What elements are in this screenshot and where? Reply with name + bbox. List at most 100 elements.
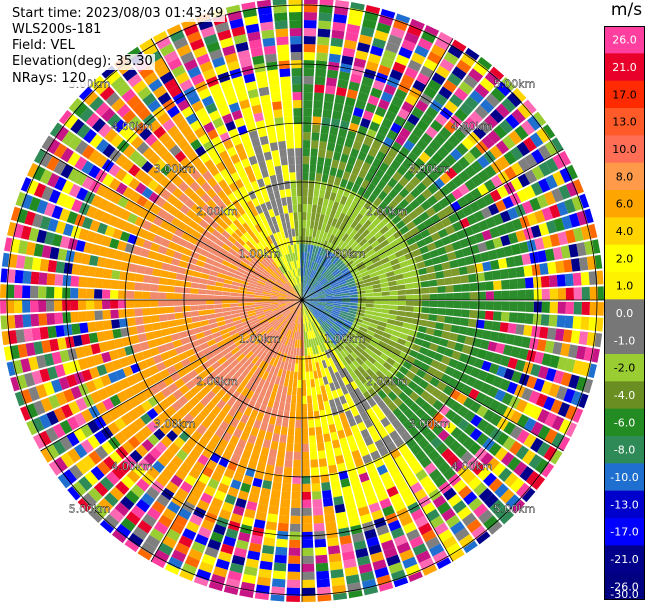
velocity-gate [221, 243, 231, 252]
velocity-gate [285, 262, 291, 271]
velocity-gate [505, 256, 516, 268]
velocity-gate [402, 322, 412, 329]
velocity-gate [232, 256, 242, 264]
velocity-gate [405, 300, 414, 306]
velocity-gate [227, 192, 237, 203]
velocity-gate [305, 331, 308, 340]
velocity-gate [199, 315, 208, 321]
velocity-gate [320, 325, 327, 333]
velocity-gate [289, 330, 294, 339]
velocity-gate [289, 20, 302, 29]
velocity-gate [154, 158, 167, 171]
velocity-gate [258, 568, 272, 579]
velocity-gate [68, 135, 82, 151]
velocity-gate [477, 241, 488, 253]
velocity-gate [332, 246, 340, 255]
velocity-gate [115, 481, 130, 495]
velocity-gate [266, 266, 274, 274]
velocity-gate [256, 339, 265, 348]
velocity-gate [182, 144, 194, 157]
velocity-gate [263, 151, 273, 161]
velocity-gate [294, 140, 302, 149]
velocity-gate [576, 210, 588, 226]
colorbar-tick-label: 1.0 [616, 280, 634, 293]
velocity-gate [211, 56, 226, 68]
velocity-gate [287, 292, 295, 297]
velocity-gate [409, 242, 419, 252]
velocity-gate [348, 310, 357, 315]
velocity-gate [144, 133, 158, 147]
velocity-gate [223, 279, 233, 285]
velocity-gate [291, 306, 298, 313]
velocity-gate [326, 251, 333, 260]
velocity-gate [385, 220, 396, 230]
velocity-gate [327, 317, 336, 324]
velocity-gate [341, 233, 350, 242]
velocity-gate [291, 196, 297, 205]
velocity-gate [251, 246, 260, 255]
velocity-gate [418, 151, 431, 164]
velocity-gate [360, 323, 370, 330]
velocity-gate [386, 357, 396, 366]
velocity-gate [177, 418, 189, 430]
colorbar-segment [604, 80, 645, 109]
velocity-gate [256, 264, 265, 272]
velocity-gate [445, 285, 454, 293]
velocity-gate [339, 265, 348, 272]
velocity-gate [327, 174, 336, 185]
velocity-gate [262, 479, 272, 490]
velocity-gate [284, 263, 289, 272]
velocity-gate [480, 382, 492, 395]
velocity-gate [350, 210, 359, 220]
velocity-gate [66, 416, 80, 431]
velocity-gate [458, 81, 474, 95]
velocity-gate [81, 216, 93, 230]
velocity-gate [552, 246, 563, 260]
velocity-gate [307, 204, 313, 213]
velocity-gate [302, 419, 308, 428]
velocity-gate [370, 175, 381, 186]
velocity-gate [84, 471, 99, 486]
velocity-gate [166, 24, 182, 36]
velocity-gate [302, 443, 309, 452]
velocity-gate [413, 294, 422, 300]
velocity-gate [223, 86, 236, 98]
velocity-gate [408, 571, 423, 582]
velocity-gate [444, 153, 457, 167]
velocity-gate [367, 387, 377, 398]
velocity-gate [302, 300, 305, 308]
velocity-gate [290, 180, 297, 189]
velocity-gate [531, 149, 545, 164]
velocity-gate [426, 242, 437, 252]
velocity-gate [325, 296, 334, 299]
velocity-gate [353, 243, 362, 252]
velocity-gate [250, 452, 260, 462]
velocity-gate [350, 407, 360, 417]
velocity-gate [348, 190, 357, 201]
velocity-gate [305, 323, 309, 332]
velocity-gate [363, 313, 373, 319]
velocity-gate [345, 574, 360, 585]
velocity-gate [170, 521, 185, 535]
velocity-gate [274, 20, 288, 30]
velocity-gate [422, 443, 435, 456]
velocity-gate [217, 356, 227, 365]
velocity-gate [317, 442, 325, 452]
velocity-gate [373, 348, 383, 357]
velocity-gate [489, 413, 503, 427]
velocity-gate [384, 110, 397, 122]
velocity-gate [208, 581, 224, 592]
velocity-gate [183, 275, 193, 282]
velocity-gate [483, 515, 499, 531]
velocity-gate [250, 259, 259, 267]
velocity-gate [534, 237, 545, 251]
velocity-gate [485, 239, 496, 251]
velocity-gate [290, 288, 297, 295]
velocity-gate [393, 325, 403, 333]
velocity-gate [467, 476, 482, 491]
velocity-gate [174, 378, 185, 389]
velocity-gate [450, 148, 463, 161]
velocity-gate [550, 449, 563, 465]
velocity-gate [266, 280, 275, 286]
velocity-gate [353, 539, 367, 551]
